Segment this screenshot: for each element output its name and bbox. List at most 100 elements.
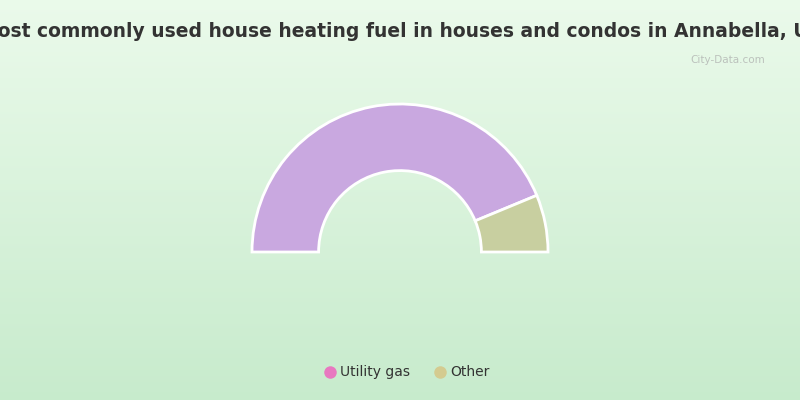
Bar: [0, 220, 800, 222]
Bar: [0, 170, 800, 172]
Bar: [0, 200, 800, 202]
Bar: [0, 344, 800, 346]
Bar: [0, 274, 800, 276]
Bar: [0, 18, 800, 20]
Bar: [0, 228, 800, 230]
Bar: [0, 268, 800, 270]
Bar: [0, 218, 800, 220]
Bar: [0, 330, 800, 332]
Bar: [0, 272, 800, 274]
Bar: [0, 288, 800, 290]
Bar: [0, 8, 800, 10]
Bar: [0, 0, 800, 2]
Bar: [0, 244, 800, 246]
Bar: [0, 136, 800, 138]
Bar: [0, 258, 800, 260]
Bar: [0, 242, 800, 244]
Bar: [0, 348, 800, 350]
Bar: [0, 266, 800, 268]
Bar: [0, 298, 800, 300]
Bar: [0, 256, 800, 258]
Bar: [0, 320, 800, 322]
Bar: [0, 390, 800, 392]
Bar: [0, 370, 800, 372]
Text: City-Data.com: City-Data.com: [690, 55, 765, 65]
Bar: [0, 64, 800, 66]
Bar: [0, 152, 800, 154]
Text: Utility gas: Utility gas: [340, 365, 410, 379]
Bar: [0, 296, 800, 298]
Bar: [0, 338, 800, 340]
Bar: [0, 360, 800, 362]
Bar: [0, 248, 800, 250]
Bar: [0, 148, 800, 150]
Bar: [0, 54, 800, 56]
Bar: [0, 306, 800, 308]
Bar: [0, 80, 800, 82]
Bar: [0, 154, 800, 156]
Bar: [0, 398, 800, 400]
Bar: [0, 92, 800, 94]
Bar: [0, 44, 800, 46]
Bar: [0, 100, 800, 102]
Bar: [0, 118, 800, 120]
Bar: [0, 146, 800, 148]
Bar: [0, 270, 800, 272]
Bar: [0, 178, 800, 180]
Bar: [0, 388, 800, 390]
Bar: [0, 316, 800, 318]
Bar: [0, 340, 800, 342]
Bar: [0, 42, 800, 44]
Bar: [0, 252, 800, 254]
Bar: [0, 376, 800, 378]
Bar: [0, 234, 800, 236]
Bar: [0, 34, 800, 36]
Bar: [0, 98, 800, 100]
Bar: [0, 46, 800, 48]
Bar: [0, 76, 800, 78]
Bar: [0, 232, 800, 234]
Bar: [0, 84, 800, 86]
Bar: [0, 342, 800, 344]
Bar: [0, 318, 800, 320]
Bar: [0, 362, 800, 364]
Bar: [0, 14, 800, 16]
Bar: [0, 346, 800, 348]
Bar: [0, 378, 800, 380]
Bar: [0, 30, 800, 32]
Bar: [0, 392, 800, 394]
Bar: [0, 354, 800, 356]
Bar: [0, 110, 800, 112]
Bar: [0, 150, 800, 152]
Bar: [0, 108, 800, 110]
Bar: [0, 238, 800, 240]
Bar: [0, 78, 800, 80]
Bar: [0, 224, 800, 226]
Bar: [0, 202, 800, 204]
Bar: [0, 254, 800, 256]
Bar: [0, 196, 800, 198]
Bar: [0, 176, 800, 178]
Bar: [0, 294, 800, 296]
Bar: [0, 188, 800, 190]
Bar: [0, 12, 800, 14]
Bar: [0, 174, 800, 176]
Bar: [0, 366, 800, 368]
Bar: [0, 280, 800, 282]
Bar: [0, 300, 800, 302]
Bar: [0, 210, 800, 212]
Bar: [0, 198, 800, 200]
Bar: [0, 230, 800, 232]
Bar: [0, 130, 800, 132]
Bar: [0, 144, 800, 146]
Bar: [0, 208, 800, 210]
Bar: [0, 120, 800, 122]
Bar: [0, 396, 800, 398]
Bar: [0, 204, 800, 206]
Bar: [0, 312, 800, 314]
Bar: [0, 134, 800, 136]
Bar: [0, 352, 800, 354]
Bar: [0, 284, 800, 286]
Bar: [0, 212, 800, 214]
Bar: [0, 194, 800, 196]
